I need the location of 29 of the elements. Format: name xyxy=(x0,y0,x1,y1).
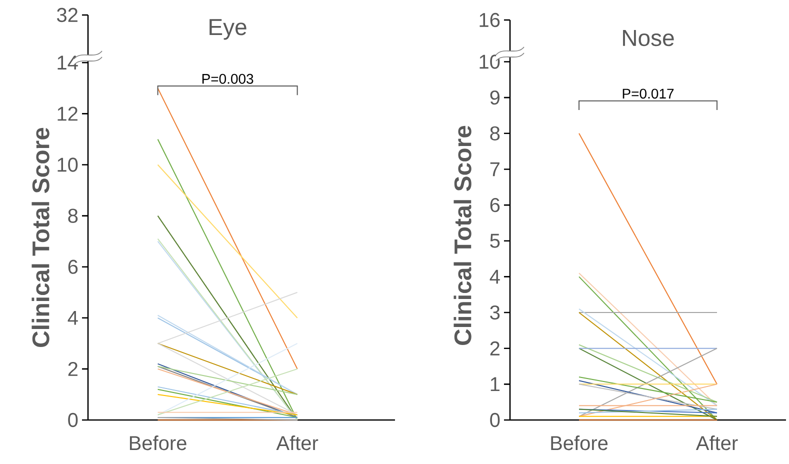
y-tick-label: 6 xyxy=(490,198,500,212)
chart-title: Eye xyxy=(210,19,246,40)
y-tick-label: 0 xyxy=(490,412,500,428)
y-tick-label: 0 xyxy=(68,412,78,428)
y-tick-label: 3 xyxy=(490,305,500,320)
y-tick-label: 2 xyxy=(68,362,78,376)
y-tick-label: 1 xyxy=(490,377,500,392)
y-tick-label: 4 xyxy=(490,270,500,284)
x-tick-label: After xyxy=(276,436,318,450)
y-axis-title: Clinical Total Score xyxy=(454,126,472,345)
text: 32 xyxy=(56,8,78,22)
annotation: P=0.003 xyxy=(202,74,254,84)
y-tick-label: 8 xyxy=(490,126,500,140)
y-tick-label: 10 xyxy=(58,158,78,172)
x-tick-label: Before xyxy=(551,436,608,450)
y-tick-label: 8 xyxy=(68,208,78,223)
y-tick-label: 4 xyxy=(68,311,78,325)
text: 16 xyxy=(480,12,500,28)
y-tick-label: 9 xyxy=(490,90,500,105)
annotation: P=0.017 xyxy=(622,88,674,99)
y-tick-label: 7 xyxy=(490,162,500,176)
x-tick-label: After xyxy=(696,436,738,450)
chart-title: Nose xyxy=(623,30,674,46)
x-tick-label: Before xyxy=(130,436,186,450)
y-axis-title: Clinical Total Score xyxy=(32,128,50,347)
y-tick-label: 6 xyxy=(68,260,78,274)
y-tick-label: 12 xyxy=(58,106,78,121)
y-tick-label: 2 xyxy=(490,341,500,356)
y-tick-label: 5 xyxy=(490,234,500,248)
